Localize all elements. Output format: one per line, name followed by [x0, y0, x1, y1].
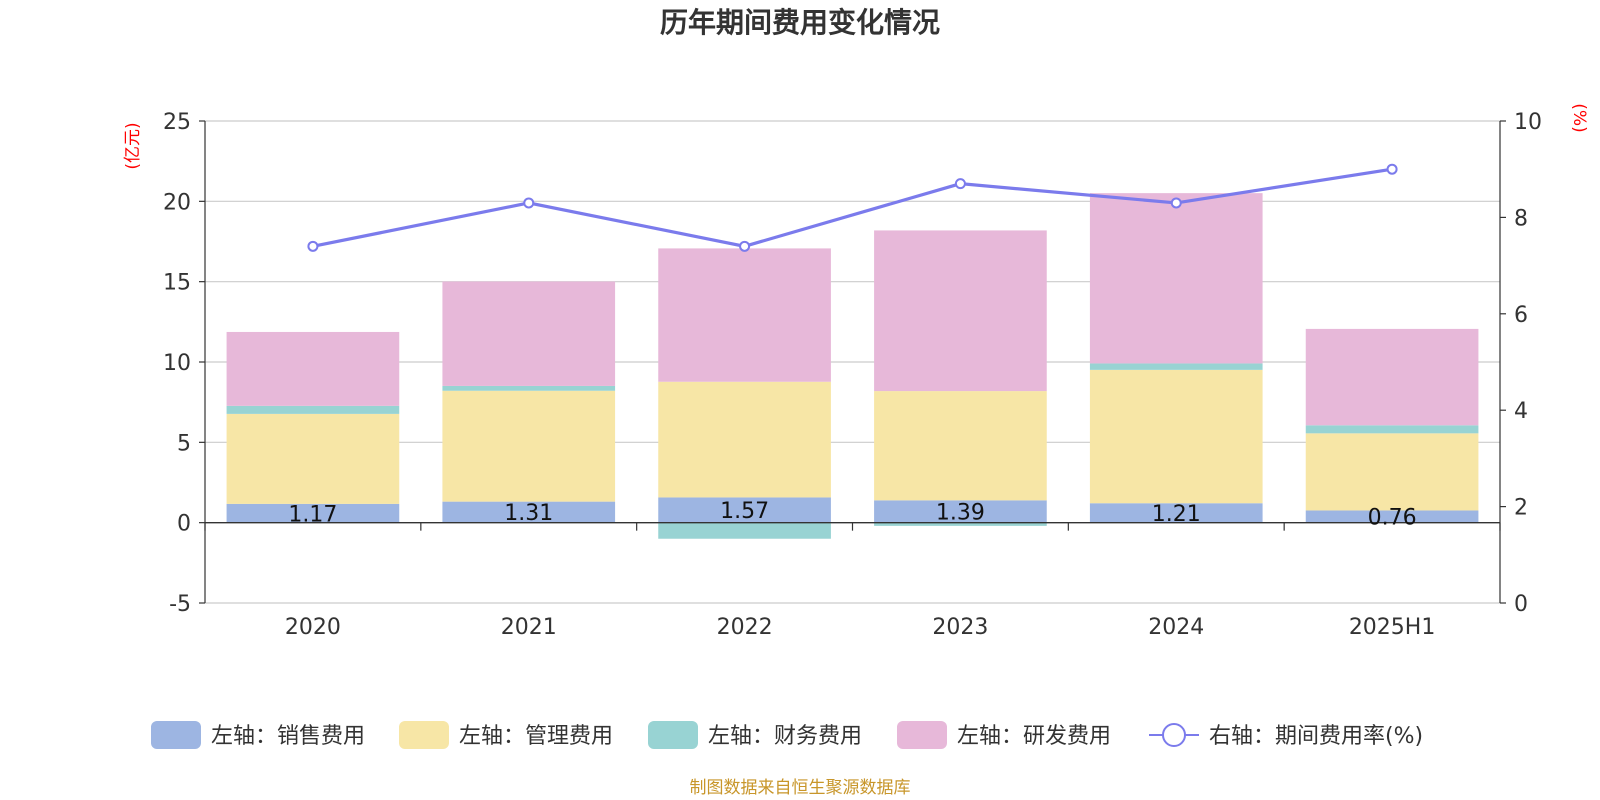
labels-layer: 1.17 1.31 1.57 1.39 1.21 0.76: [288, 499, 1416, 531]
data-label: 1.57: [720, 499, 769, 524]
rate-point: [1170, 197, 1182, 209]
bar-segment: [1089, 369, 1263, 504]
data-label: 0.76: [1368, 506, 1417, 531]
bar-segment: [658, 248, 831, 382]
bar-segment: [874, 391, 1047, 501]
right-tick-label: 0: [1514, 592, 1528, 617]
legend-swatch: [897, 721, 947, 749]
bar-segment: [442, 385, 616, 391]
bar-segment: [658, 381, 831, 498]
bar-segment: [442, 501, 616, 523]
right-tick-label: 10: [1514, 110, 1542, 135]
bar-segment: [1305, 510, 1479, 523]
axis-layer: -5 0 5 10 15 20 25 0 2 4 6 8 10 2020 2021 2022 2023 2024 2…: [163, 110, 1542, 640]
bar-segment: [1089, 503, 1263, 523]
legend-marker: [1162, 723, 1186, 747]
right-tick-label: 2: [1514, 496, 1528, 521]
rate-point: [307, 240, 319, 252]
category-label: 2025H1: [1349, 615, 1436, 640]
left-axis-unit: (亿元): [123, 122, 143, 169]
legend-label: 右轴：期间费用率(%): [1209, 724, 1423, 749]
right-axis-unit: (%): [1569, 103, 1589, 132]
rate-point: [523, 197, 535, 209]
left-tick-label: 25: [163, 110, 191, 135]
left-tick-label: -5: [169, 592, 191, 617]
right-tick-label: 6: [1514, 303, 1528, 328]
bar-segment: [1305, 433, 1479, 511]
left-tick-label: 10: [163, 351, 191, 376]
left-tick-label: 20: [163, 190, 191, 215]
bar-segment: [226, 405, 400, 414]
category-label: 2020: [285, 615, 341, 640]
bar-segment: [442, 281, 616, 386]
bar-segment: [1305, 328, 1479, 426]
data-label: 1.39: [936, 501, 985, 526]
bars-layer: [226, 193, 1479, 539]
category-label: 2023: [932, 615, 988, 640]
legend-label: 左轴：研发费用: [957, 724, 1111, 749]
bar-segment: [1305, 425, 1479, 434]
right-tick-label: 4: [1514, 399, 1528, 424]
data-label: 1.31: [504, 501, 553, 526]
rate-point: [1386, 163, 1398, 175]
legend-swatch: [399, 721, 449, 749]
left-tick-label: 15: [163, 271, 191, 296]
legend: 左轴：销售费用 左轴：管理费用 左轴：财务费用 左轴：研发费用 右轴：期间费用率(%): [151, 721, 1423, 749]
data-label: 1.21: [1152, 502, 1201, 527]
left-tick-label: 5: [177, 431, 191, 456]
bar-segment: [226, 413, 400, 504]
bar-segment: [658, 497, 831, 523]
bar-segment: [226, 331, 400, 406]
bar-segment: [442, 390, 616, 502]
right-tick-label: 8: [1514, 206, 1528, 231]
data-label: 1.17: [288, 502, 337, 527]
bar-segment: [226, 503, 400, 523]
bar-segment: [874, 522, 1047, 526]
bar-segment: [874, 500, 1047, 523]
bar-segment: [658, 522, 831, 539]
category-label: 2021: [501, 615, 557, 640]
bar-segment: [1089, 193, 1263, 364]
legend-label: 左轴：财务费用: [708, 724, 862, 749]
left-tick-label: 0: [177, 512, 191, 537]
legend-swatch: [151, 721, 201, 749]
legend-swatch: [648, 721, 698, 749]
rate-point: [739, 240, 751, 252]
rate-line: [312, 167, 1393, 248]
legend-label: 左轴：管理费用: [459, 724, 613, 749]
chart-title: 历年期间费用变化情况: [660, 6, 940, 39]
line-layer: [307, 163, 1398, 252]
bar-segment: [874, 230, 1047, 392]
bar-segment: [1089, 363, 1263, 370]
category-label: 2024: [1148, 615, 1204, 640]
source-note: 制图数据来自恒生聚源数据库: [690, 778, 911, 798]
rate-point: [954, 178, 966, 190]
legend-label: 左轴：销售费用: [211, 724, 365, 749]
category-label: 2022: [717, 615, 773, 640]
